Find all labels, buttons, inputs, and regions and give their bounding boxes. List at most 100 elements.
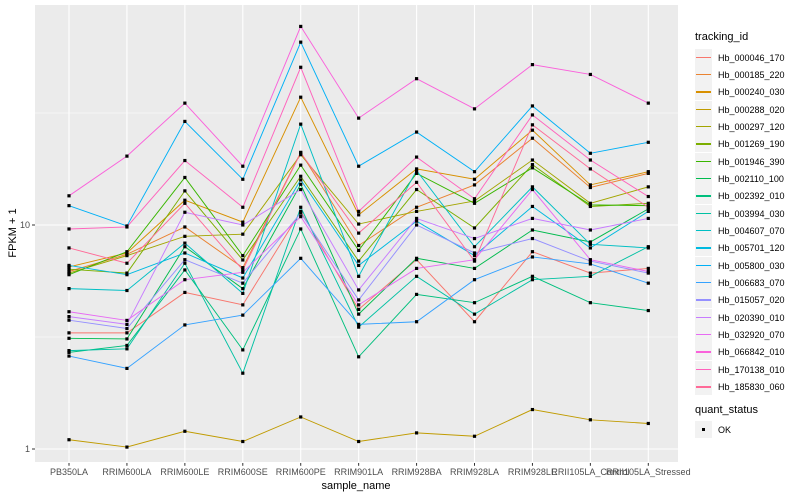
data-point	[530, 187, 535, 192]
data-point	[414, 155, 419, 159]
legend-item-label: Hb_005800_030	[718, 260, 785, 271]
data-point	[414, 168, 419, 173]
legend-line-swatch	[696, 160, 711, 162]
data-point	[646, 171, 650, 175]
x-axis-title: sample_name	[321, 480, 391, 492]
legend-line-swatch	[696, 195, 711, 197]
data-point	[357, 248, 361, 253]
legend-line-swatch	[696, 230, 711, 232]
data-point	[357, 263, 361, 268]
data-point	[588, 185, 592, 190]
legend-line-swatch	[696, 125, 711, 128]
data-point	[588, 151, 592, 155]
data-point	[125, 225, 129, 229]
data-point	[67, 287, 71, 291]
data-point	[241, 220, 245, 224]
legend-key-line-icon	[695, 308, 712, 326]
data-point	[357, 243, 361, 248]
data-point	[472, 278, 477, 282]
data-point	[241, 348, 245, 352]
data-point	[357, 274, 361, 278]
data-point	[125, 288, 129, 293]
legend-line-swatch	[696, 247, 711, 249]
legend-line-swatch	[696, 73, 711, 76]
data-point	[472, 251, 477, 255]
data-point	[588, 246, 592, 250]
legend-key-line-icon	[695, 187, 712, 205]
data-point	[241, 371, 245, 375]
data-point	[472, 201, 477, 205]
data-point	[588, 242, 592, 246]
legend-line-swatch	[696, 316, 711, 319]
x-tick-label-PB350LA: PB350LA	[49, 467, 89, 477]
legend-item-label: Hb_004607_070	[718, 226, 785, 236]
data-point	[414, 205, 419, 209]
data-point	[588, 258, 592, 262]
data-point	[646, 216, 650, 221]
data-point	[183, 268, 187, 272]
data-point	[241, 281, 245, 285]
data-point	[472, 170, 477, 174]
data-point	[241, 303, 245, 307]
data-point	[299, 187, 303, 192]
data-point	[125, 337, 129, 341]
data-point	[588, 274, 592, 278]
data-point	[472, 236, 477, 241]
legend-key-line-icon	[695, 256, 712, 274]
y-tick-label-10: 10	[19, 219, 30, 230]
legend-line-swatch	[696, 386, 711, 388]
data-point	[357, 325, 361, 329]
data-point	[530, 136, 535, 140]
data-point	[357, 164, 361, 168]
data-point	[241, 268, 245, 272]
data-point	[241, 291, 245, 296]
data-point	[530, 204, 535, 209]
data-point	[241, 177, 245, 181]
legend-item-label: Hb_002110_100	[718, 173, 784, 184]
data-point	[472, 177, 477, 181]
legend-key-line-icon	[695, 65, 712, 83]
legend-key-line-icon	[695, 83, 712, 101]
data-point	[472, 312, 477, 316]
data-point	[530, 255, 535, 259]
legend-line-swatch	[696, 368, 711, 371]
x-tick-label-RRIM600PE: RRIM600PE	[275, 467, 326, 477]
data-point	[67, 348, 71, 353]
data-point	[530, 278, 535, 282]
data-point	[299, 182, 303, 186]
data-point	[414, 209, 419, 214]
data-point	[414, 219, 419, 223]
x-tick-label-RRIM928BA: RRIM928BA	[391, 467, 442, 477]
data-point	[299, 256, 303, 260]
legend-key-line-icon	[695, 152, 712, 170]
legend-line-swatch	[696, 351, 711, 353]
data-point	[183, 290, 187, 295]
data-point	[530, 123, 535, 127]
data-point	[646, 421, 650, 426]
data-point	[125, 154, 129, 158]
data-point	[183, 158, 187, 163]
legend-key-square-icon	[695, 421, 712, 438]
data-point	[241, 266, 245, 270]
y-tick-label-1: 1	[24, 443, 30, 454]
data-point	[472, 266, 477, 271]
data-point	[125, 366, 129, 370]
black-square-marker-icon	[702, 428, 706, 432]
data-point	[588, 167, 592, 171]
legend-line-swatch	[696, 264, 711, 267]
legend-item-label: Hb_170138_010	[718, 364, 785, 375]
data-point	[530, 274, 535, 278]
data-point	[183, 119, 187, 124]
data-point	[125, 326, 129, 331]
data-point	[472, 183, 477, 187]
data-point	[299, 178, 303, 182]
data-point	[530, 158, 535, 162]
data-point	[183, 251, 187, 255]
legend-key-line-icon	[695, 343, 712, 361]
legend-item-label: Hb_005701_120	[718, 243, 785, 254]
data-point	[357, 209, 361, 214]
legend-key-line-icon	[695, 360, 712, 378]
legend-key-line-icon	[695, 222, 712, 239]
data-point	[241, 287, 245, 291]
